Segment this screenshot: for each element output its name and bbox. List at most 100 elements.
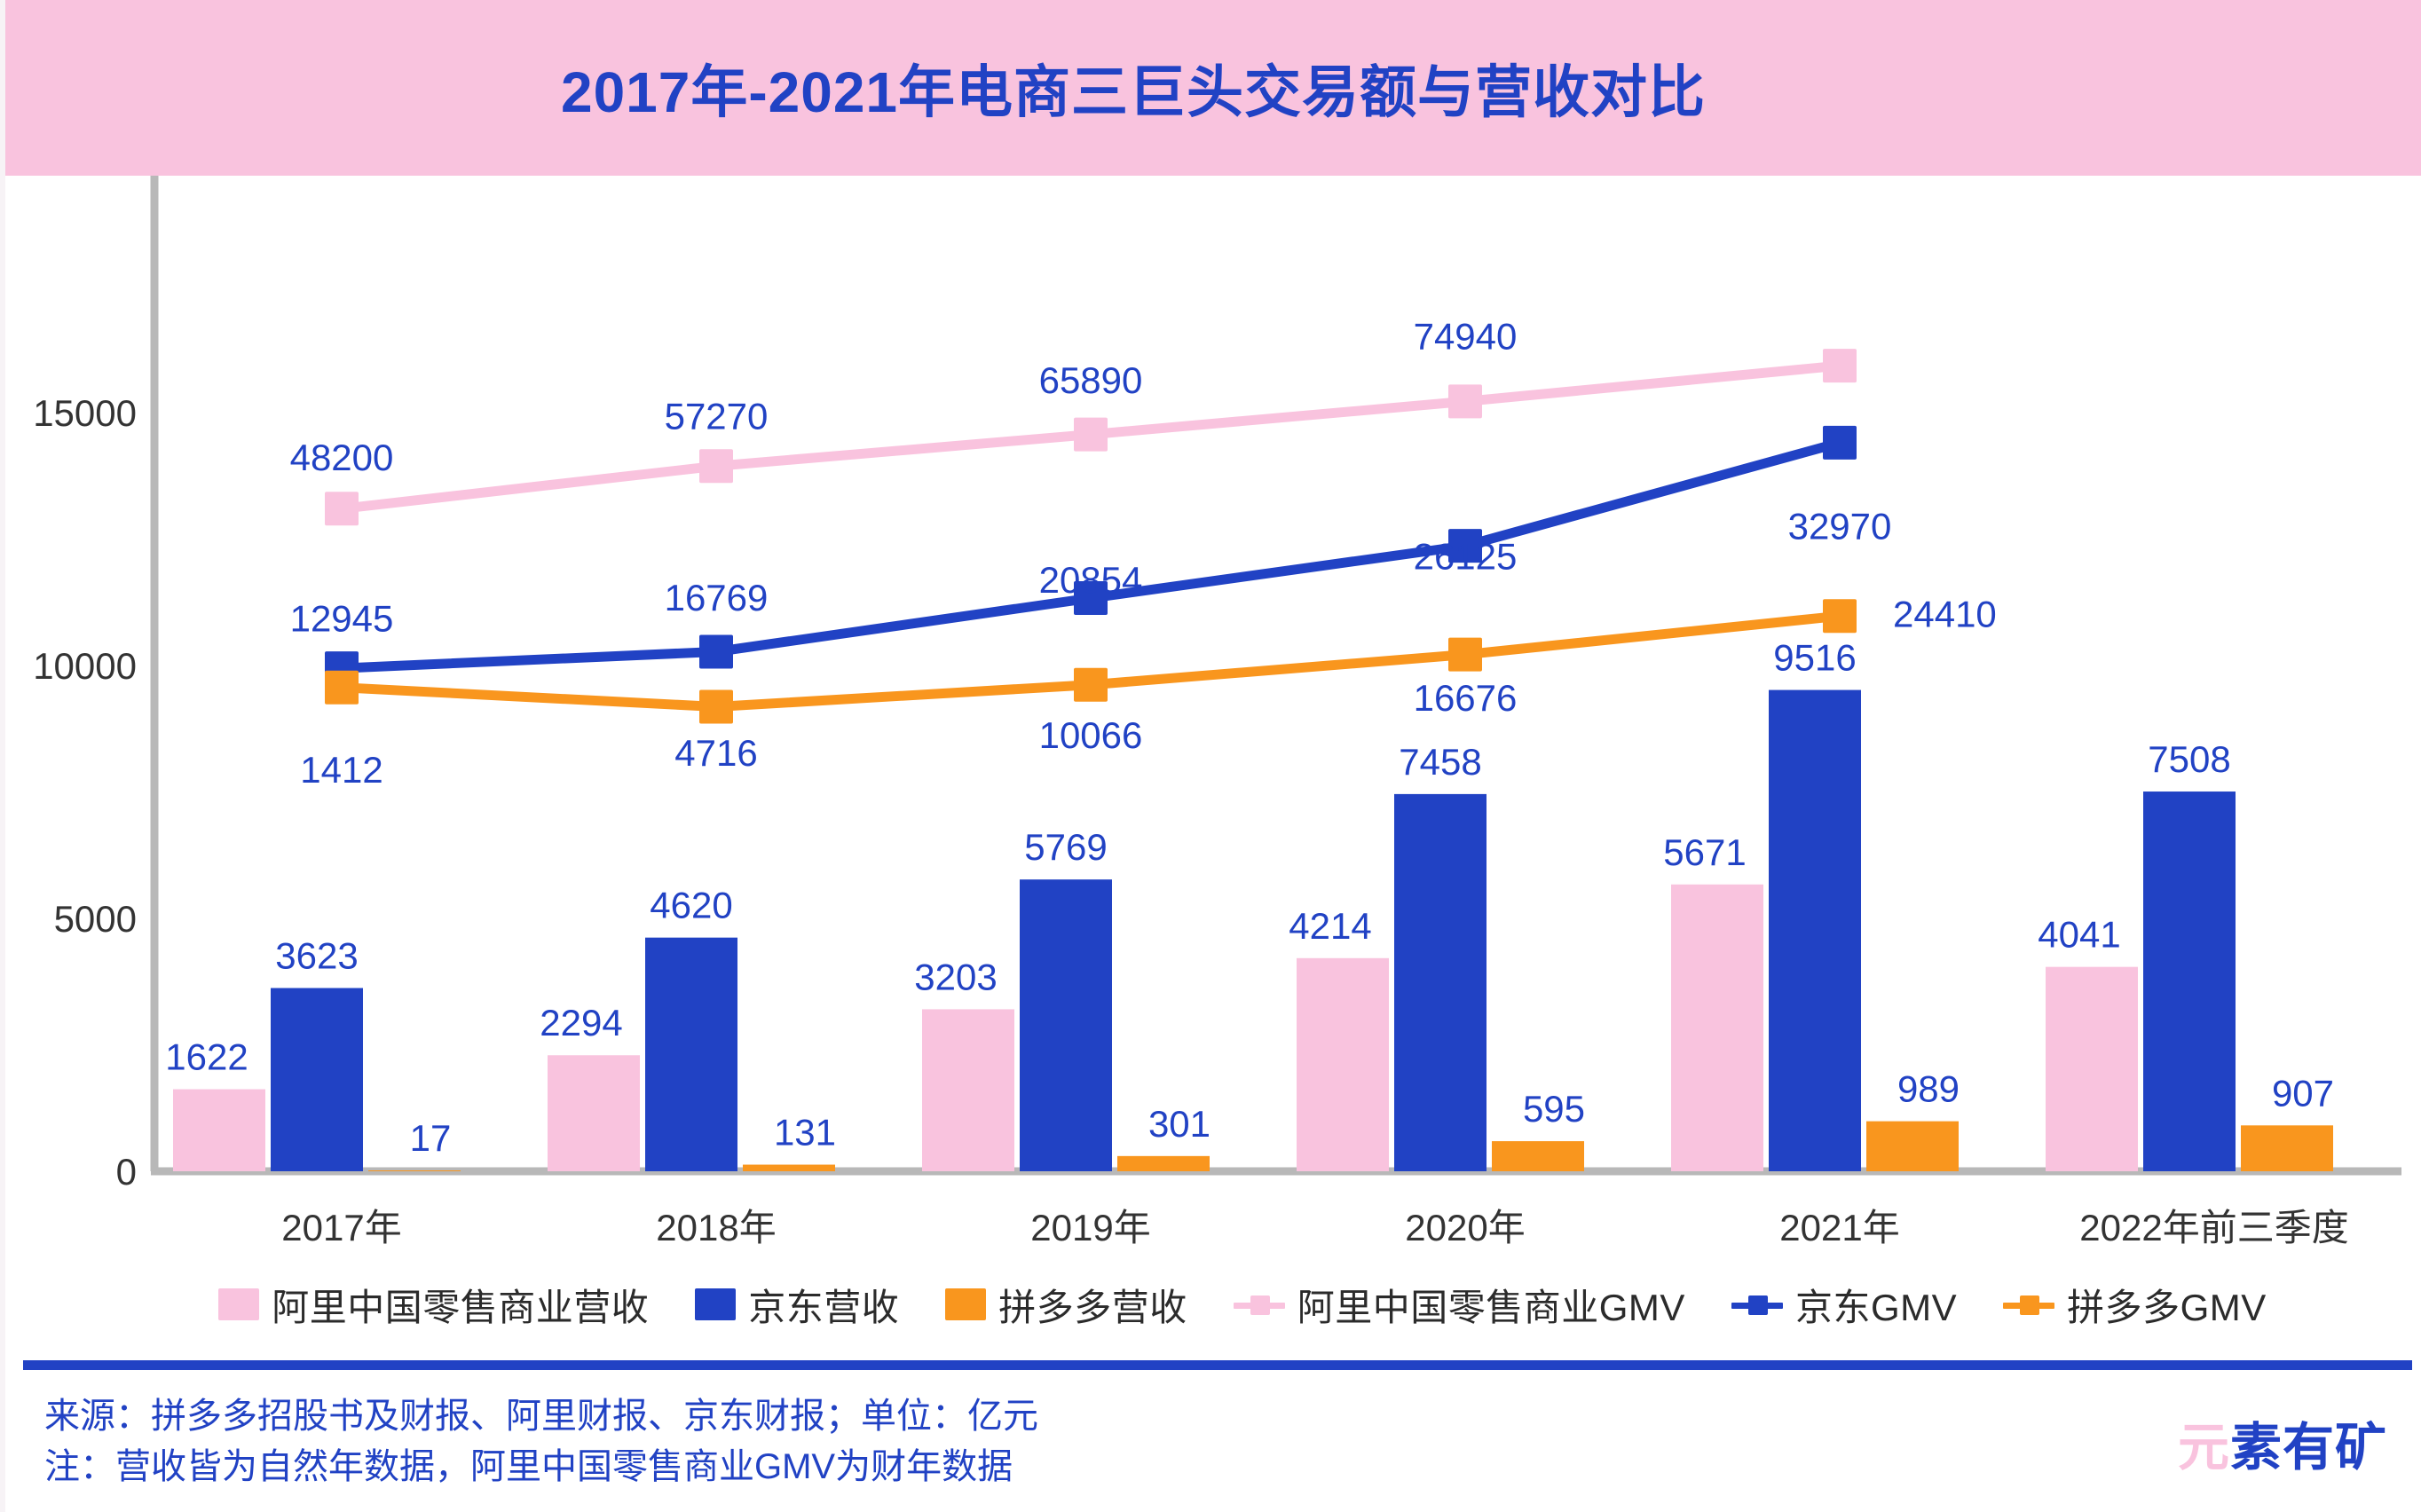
bar-value-label: 4620 xyxy=(650,885,732,926)
line-value-label: 65890 xyxy=(1039,359,1143,401)
line-marker xyxy=(1074,417,1108,452)
x-axis-tick: 2021年 xyxy=(1779,1207,1899,1248)
line-marker xyxy=(699,689,733,724)
legend-line-marker xyxy=(1747,1295,1768,1315)
bar xyxy=(2046,966,2138,1171)
legend-line-marker xyxy=(2020,1295,2040,1315)
line-value-label: 20854 xyxy=(1039,559,1143,601)
legend-item-label: 拼多多营收 xyxy=(998,1286,1187,1328)
legend-bar-swatch-icon xyxy=(695,1288,737,1320)
bar-value-label: 595 xyxy=(1523,1088,1585,1130)
line-value-label: 24410 xyxy=(1893,594,1997,635)
line-marker xyxy=(1823,349,1857,383)
line-marker xyxy=(1448,529,1482,563)
line-value-label: 26125 xyxy=(1414,536,1518,578)
bar-value-label: 131 xyxy=(774,1112,836,1154)
bar-value-label: 989 xyxy=(1897,1068,1960,1110)
bar-value-label: 4214 xyxy=(1289,905,1371,947)
legend-line-marker xyxy=(1250,1295,1270,1315)
source-line: 来源：拼多多招股书及财报、阿里财报、京东财报；单位：亿元 xyxy=(44,1397,1038,1436)
header-band: 2017年-2021年电商三巨头交易额与营收对比 xyxy=(5,0,2421,176)
legend-item[interactable]: 拼多多营收 xyxy=(945,1278,1187,1332)
line-marker xyxy=(325,492,359,526)
legend-item[interactable]: 拼多多GMV xyxy=(2003,1278,2267,1332)
bar xyxy=(1297,957,1389,1171)
line-value-label: 4716 xyxy=(674,732,757,774)
legend-item-label: 京东营收 xyxy=(748,1286,900,1328)
x-axis-tick-labels: 2017年 2018年 2019年 2020年 2021年 2022年前三季度 xyxy=(281,1207,2348,1248)
line-marker xyxy=(699,449,733,484)
x-axis-tick: 2020年 xyxy=(1405,1207,1525,1248)
bar xyxy=(1394,793,1487,1171)
legend-item-label: 京东GMV xyxy=(1794,1286,1958,1328)
note-line: 注：营收皆为自然年数据，阿里中国零售商业GMV为财年数据 xyxy=(44,1446,1013,1486)
bar-value-label: 7508 xyxy=(2148,738,2230,780)
bar-value-label: 301 xyxy=(1148,1103,1210,1145)
y-axis-tick-labels: 0 5000 10000 15000 20000 xyxy=(33,176,137,1193)
bar-value-labels: 1622 2294 3203 4214 5671 4041 3623 4620 5769 7458… xyxy=(165,637,2334,1159)
legend-item[interactable]: 阿里中国零售商业营收 xyxy=(218,1278,649,1332)
bar xyxy=(1866,1121,1959,1171)
x-axis-tick: 2018年 xyxy=(656,1207,776,1248)
line-value-label: 10066 xyxy=(1039,714,1143,756)
line-marker xyxy=(1823,425,1857,460)
bar xyxy=(645,937,737,1171)
line-value-label: 74940 xyxy=(1414,316,1518,358)
footer-notes: 来源：拼多多招股书及财报、阿里财报、京东财报；单位：亿元 注：营收皆为自然年数据… xyxy=(44,1391,1038,1492)
brand-logo: 元素有矿 xyxy=(2178,1406,2387,1480)
bar xyxy=(1020,879,1112,1171)
x-axis-tick: 2017年 xyxy=(281,1207,401,1248)
bar xyxy=(173,1089,265,1171)
bar-value-label: 3203 xyxy=(914,956,997,997)
bar-value-label: 17 xyxy=(410,1117,452,1159)
bar-value-label: 4041 xyxy=(2038,914,2120,956)
legend-line-swatch-icon xyxy=(1233,1288,1285,1320)
legend-bar-swatch-icon xyxy=(945,1288,987,1320)
bar xyxy=(743,1164,835,1171)
legend-item-label: 拼多多GMV xyxy=(2067,1286,2267,1328)
legend-line-swatch-icon xyxy=(2003,1288,2055,1320)
bar-value-label: 7458 xyxy=(1399,741,1481,783)
line-value-label: 16676 xyxy=(1414,677,1518,719)
bar-value-label: 907 xyxy=(2272,1072,2334,1114)
legend-item-label: 阿里中国零售商业营收 xyxy=(272,1286,650,1328)
bar-value-label: 3623 xyxy=(275,934,358,976)
line-value-label: 12945 xyxy=(290,597,394,639)
line-marker xyxy=(1074,581,1108,616)
line-marker xyxy=(1448,637,1482,672)
x-axis-tick: 2019年 xyxy=(1030,1207,1150,1248)
logo-pink-char: 元 xyxy=(2177,1419,2230,1477)
bar xyxy=(1671,884,1763,1171)
legend-item[interactable]: 京东营收 xyxy=(695,1278,899,1332)
line-value-label: 1412 xyxy=(300,749,382,791)
legend-bar-swatch-icon xyxy=(218,1288,260,1320)
bar xyxy=(1117,1155,1210,1171)
bar-value-label: 9516 xyxy=(1773,637,1856,679)
legend-item[interactable]: 京东GMV xyxy=(1731,1278,1957,1332)
legend-line-swatch-icon xyxy=(1731,1288,1783,1320)
bar xyxy=(1492,1141,1584,1171)
bar-value-label: 5769 xyxy=(1024,826,1107,868)
bar xyxy=(2143,791,2236,1171)
line-value-label: 16769 xyxy=(665,577,769,618)
bar xyxy=(2241,1125,2333,1171)
legend-item[interactable]: 阿里中国零售商业GMV xyxy=(1233,1278,1685,1332)
y-axis-tick: 10000 xyxy=(33,645,137,687)
line-value-label: 32970 xyxy=(1788,505,1892,547)
bar-value-label: 1622 xyxy=(165,1036,248,1078)
chart-legend: 阿里中国零售商业营收 京东营收 拼多多营收 阿里中国零售商业GMV 京东GMV 拼多多GM… xyxy=(5,1260,2421,1349)
grouped-bar-line-chart: 0 5000 10000 15000 20000 1622 2294 3203 4214 567… xyxy=(33,176,2401,1248)
line-value-label: 48200 xyxy=(290,437,394,478)
y-axis-tick: 5000 xyxy=(54,898,137,940)
chart-canvas: 0 5000 10000 15000 20000 1622 2294 3203 4214 567… xyxy=(5,176,2421,1347)
footer: 来源：拼多多招股书及财报、阿里财报、京东财报；单位：亿元 注：营收皆为自然年数据… xyxy=(5,1374,2421,1512)
line-marker xyxy=(1074,667,1108,702)
bar xyxy=(368,1170,461,1171)
bar-series-group xyxy=(173,689,2333,1171)
bar xyxy=(1769,689,1861,1171)
footer-divider xyxy=(23,1360,2412,1370)
bar-value-label: 5671 xyxy=(1663,831,1746,873)
line-marker xyxy=(1823,599,1857,634)
x-axis-tick: 2022年前三季度 xyxy=(2079,1207,2348,1248)
